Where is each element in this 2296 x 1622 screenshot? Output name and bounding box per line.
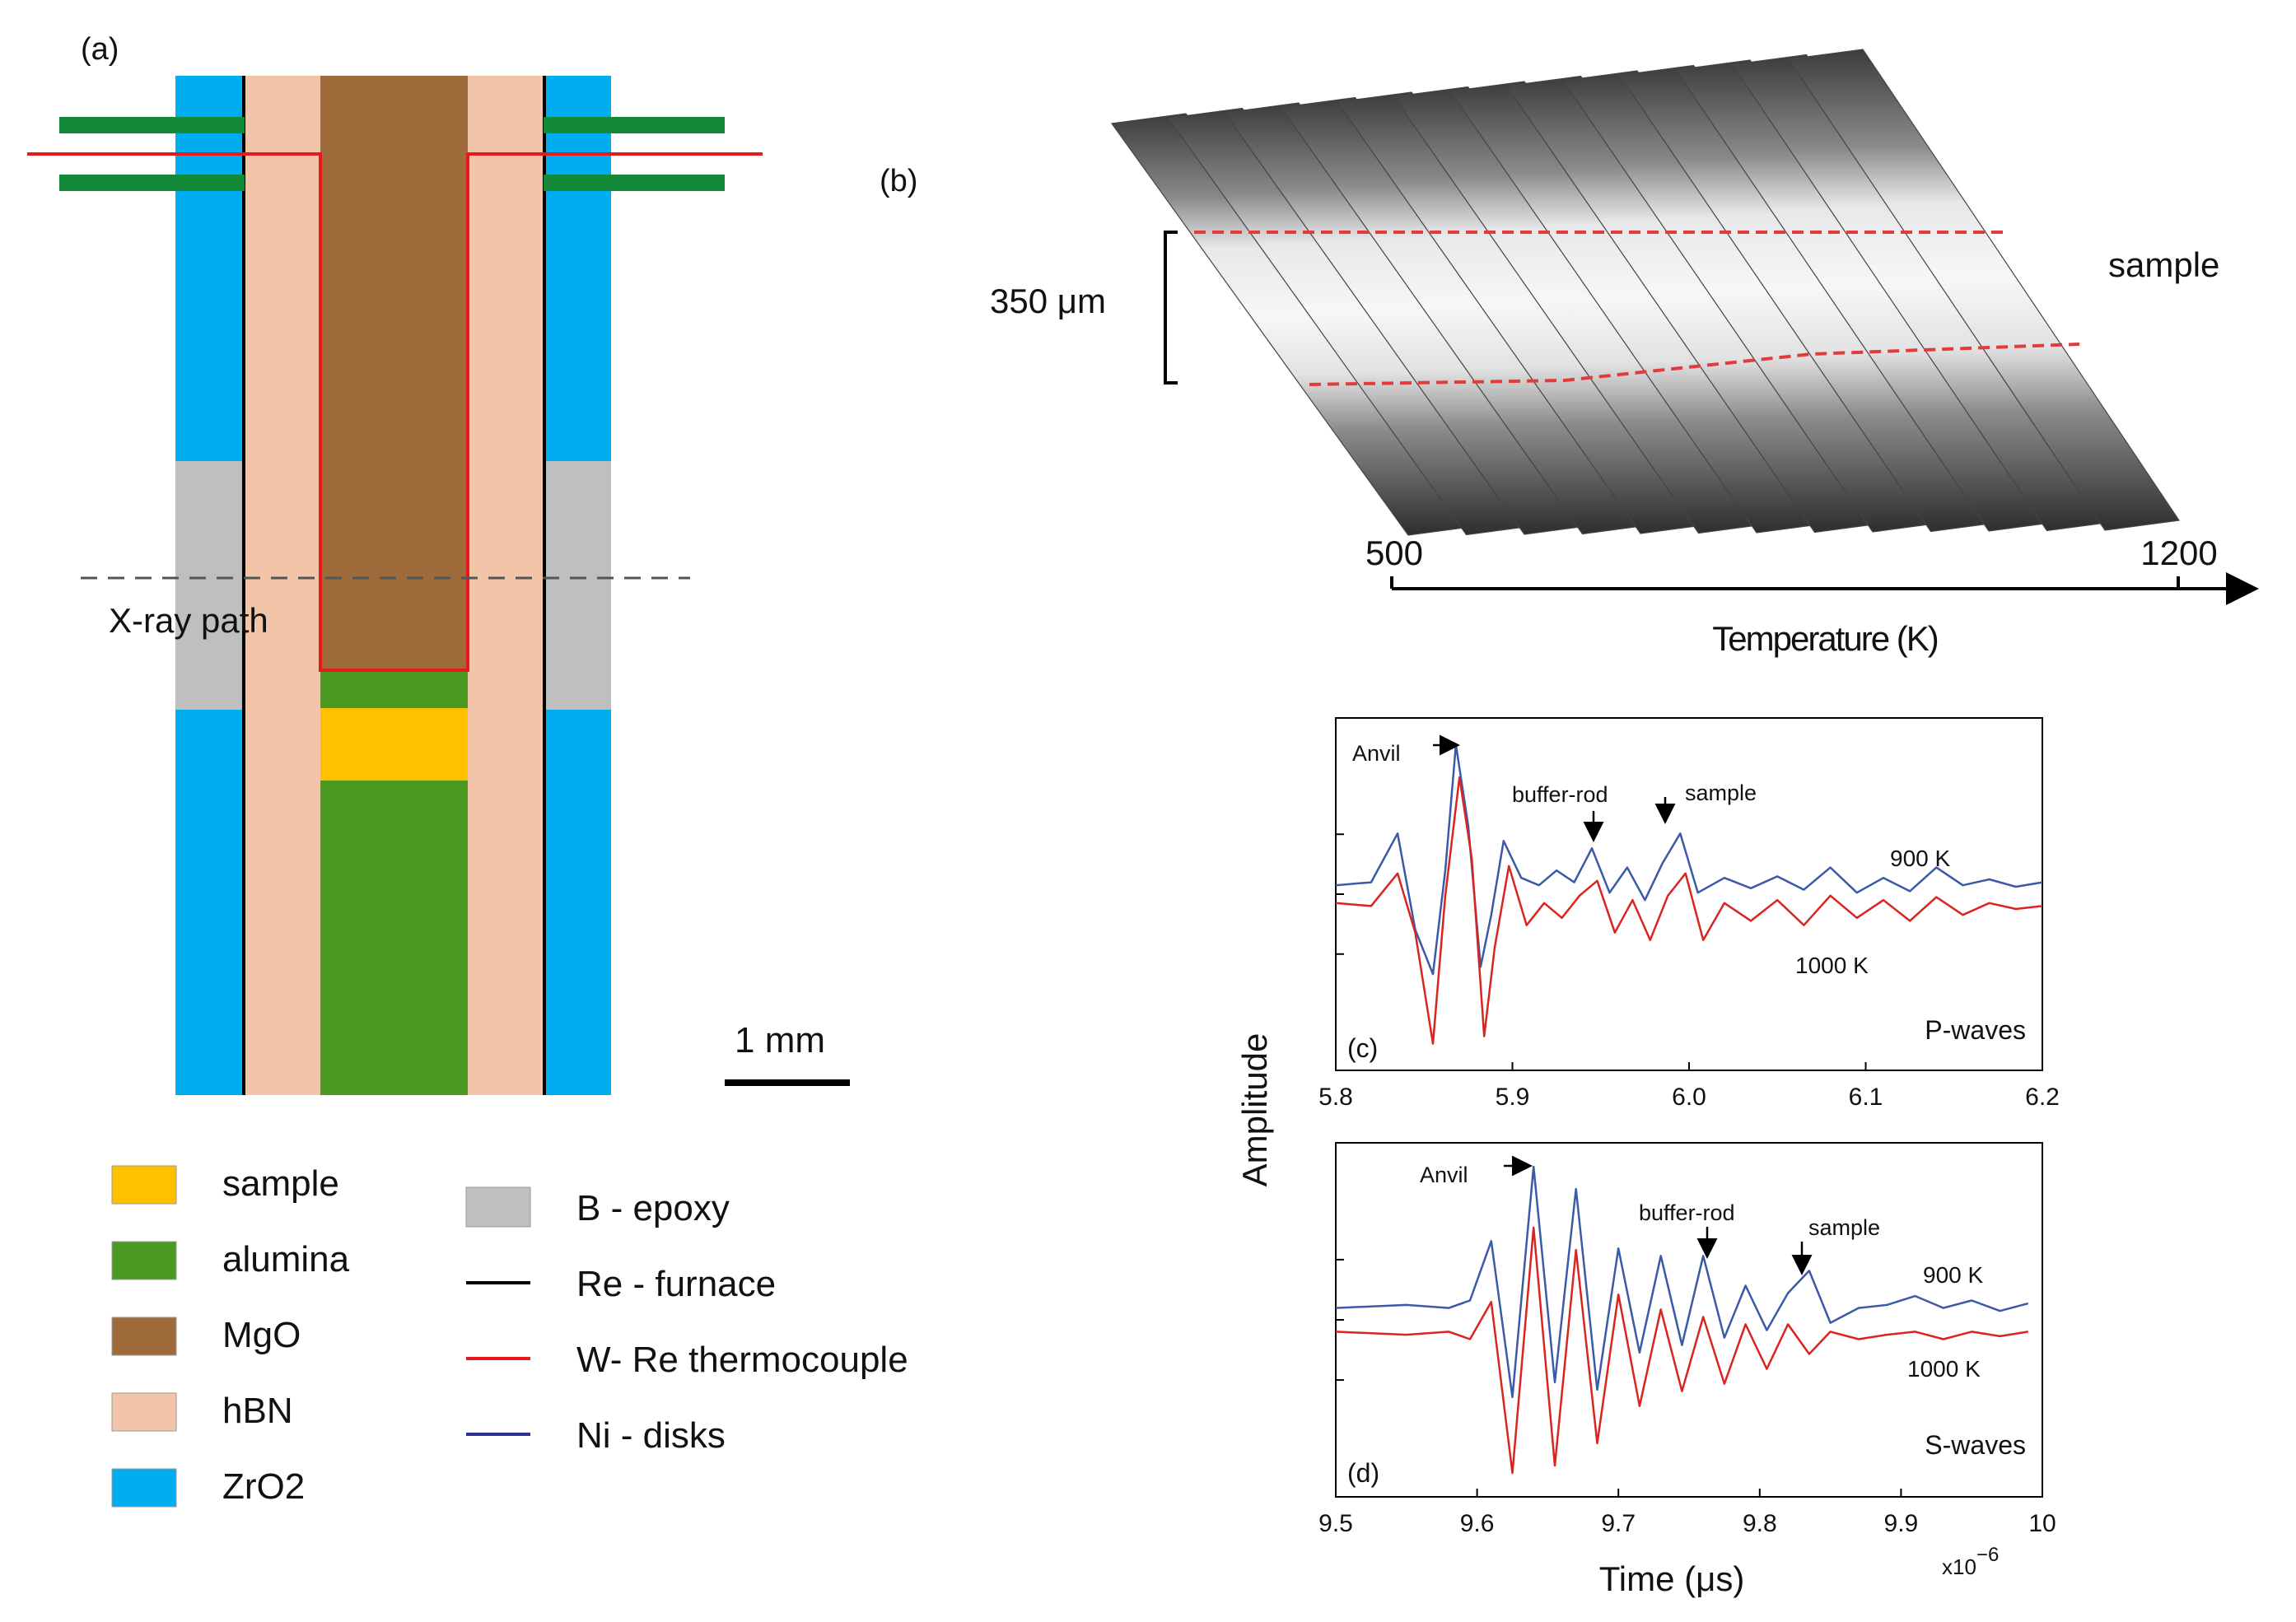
c-buffer-label: buffer-rod (1512, 782, 1608, 807)
d-x-tick-label: 9.8 (1743, 1510, 1777, 1537)
d-sample-label: sample (1808, 1215, 1880, 1240)
zro2-left-upper (175, 76, 243, 461)
scale-bar-label: 1 mm (735, 1020, 825, 1060)
zro2-right-upper (544, 76, 611, 461)
legend-swatch-zro2 (111, 1468, 177, 1508)
trace-1000k (1335, 1226, 2028, 1475)
panel-d-label: (d) (1347, 1458, 1379, 1488)
p-waves-label: P-waves (1925, 1015, 2026, 1045)
ni-disk-right-upper (544, 117, 725, 133)
c-sample-label: sample (1685, 781, 1757, 805)
panel-a-label: (a) (81, 32, 119, 67)
legend-label-alumina: alumina (222, 1239, 350, 1279)
d-tag-1000: 1000 K (1907, 1356, 1981, 1382)
hbn-right (468, 76, 544, 1095)
d-anvil-label: Anvil (1420, 1163, 1468, 1187)
d-buffer-label: buffer-rod (1639, 1200, 1735, 1225)
d-x-tick-label: 9.6 (1460, 1510, 1495, 1537)
c-x-tick-label: 5.9 (1496, 1084, 1530, 1111)
temp-end-label: 1200 (2140, 534, 2217, 572)
legend-label-hbn: hBN (222, 1391, 293, 1431)
c-anvil-label: Anvil (1352, 741, 1401, 766)
c-x-tick-label: 6.0 (1672, 1084, 1706, 1111)
xray-path-label: X-ray path (109, 601, 268, 640)
c-x-tick-label: 6.1 (1849, 1084, 1883, 1111)
d-x-tick-label: 9.5 (1318, 1510, 1353, 1537)
legend-swatch-alumina (111, 1241, 177, 1280)
panel-c: 5.8 5.9 6.0 6.1 6.2 (c) P-waves 900 K 1000 K… (1318, 717, 2060, 1111)
legend-label-mgo: MgO (222, 1315, 301, 1355)
c-x-tick-label: 6.2 (2025, 1084, 2060, 1111)
alumina-upper (320, 670, 468, 708)
alumina-lower (320, 781, 468, 1095)
temp-start-label: 500 (1365, 534, 1423, 572)
s-waves-label: S-waves (1925, 1430, 2026, 1460)
legend-label-b_epoxy: B - epoxy (576, 1188, 730, 1228)
b-epoxy-left (175, 461, 243, 710)
legend-components: B - epoxy Re - furnace W- Re thermocouple N… (465, 1186, 908, 1456)
trace-900k (1335, 743, 2043, 976)
panel-c-traces (1335, 743, 2043, 1045)
time-axis-label: Time (μs) (1599, 1559, 1745, 1598)
d-tag-900: 900 K (1923, 1262, 1983, 1288)
ni-disk-left-upper (59, 117, 245, 133)
sample-disk (320, 708, 468, 781)
c-x-tick-label: 5.8 (1318, 1084, 1353, 1111)
legend-swatch-b_epoxy (465, 1186, 531, 1228)
sample-bottom-boundary (1309, 343, 2080, 386)
hbn-left (245, 76, 320, 1095)
d-x-tick-label: 9.9 (1884, 1510, 1919, 1537)
c-tag-900: 900 K (1890, 846, 1950, 871)
d-x-tick-label: 9.7 (1601, 1510, 1636, 1537)
legend-label-thermocouple: W- Re thermocouple (576, 1340, 908, 1380)
radiograph-strip (1787, 49, 2181, 531)
thermocouple-line (27, 152, 763, 672)
legend-label-ni_disks: Ni - disks (576, 1415, 726, 1456)
panels-cd: Amplitude 5.8 5.9 6.0 6.1 6.2 (c) P-waves 90… (1235, 717, 2060, 1598)
panel-d: 9.5 9.6 9.7 9.8 9.9 10 (d) S-waves 900 K 1000… (1318, 1142, 2056, 1579)
ni-disk-left-lower (59, 175, 245, 191)
legend-label-zro2: ZrO2 (222, 1466, 305, 1507)
b-epoxy-right (544, 461, 611, 710)
legend-swatch-sample (111, 1165, 177, 1205)
ni-disk-right-lower (544, 175, 725, 191)
legend-label-re_furnace: Re - furnace (576, 1264, 776, 1304)
legend-materials: sample alumina MgO hBN ZrO2 (111, 1163, 350, 1508)
mgo-core (320, 76, 468, 670)
panel-c-label: (c) (1347, 1033, 1378, 1063)
panel-d-ticks: 9.5 9.6 9.7 9.8 9.9 10 (1318, 1258, 2056, 1537)
legend-swatch-hbn (111, 1392, 177, 1432)
sample-label-b: sample (2108, 245, 2219, 284)
zro2-right-lower (544, 710, 611, 1095)
amplitude-axis-label: Amplitude (1235, 1033, 1274, 1187)
legend-label-sample: sample (222, 1163, 339, 1204)
scale-350um-label: 350 μm (990, 282, 1106, 320)
trace-900k (1335, 1165, 2029, 1399)
temperature-axis-label: Temperature (K) (1712, 619, 1937, 658)
zro2-left-lower (175, 710, 243, 1095)
c-tag-1000: 1000 K (1795, 953, 1869, 978)
legend-swatch-mgo (111, 1317, 177, 1356)
exponent-label: x10−6 (1942, 1544, 1999, 1579)
panel-b-label: (b) (880, 164, 917, 198)
panel-b: (b) 350 μm sample 500 1200 Temperature (… (880, 49, 2259, 658)
panel-c-ticks: 5.8 5.9 6.0 6.1 6.2 (1318, 833, 2060, 1111)
panel-a: (a) X-ray path 1 mm sa (27, 32, 908, 1508)
scale-bracket (1164, 231, 1178, 385)
d-x-tick-label: 10 (2028, 1510, 2056, 1537)
panel-d-traces (1335, 1165, 2029, 1475)
radiograph-strips (1110, 49, 2181, 536)
trace-1000k (1335, 776, 2043, 1045)
